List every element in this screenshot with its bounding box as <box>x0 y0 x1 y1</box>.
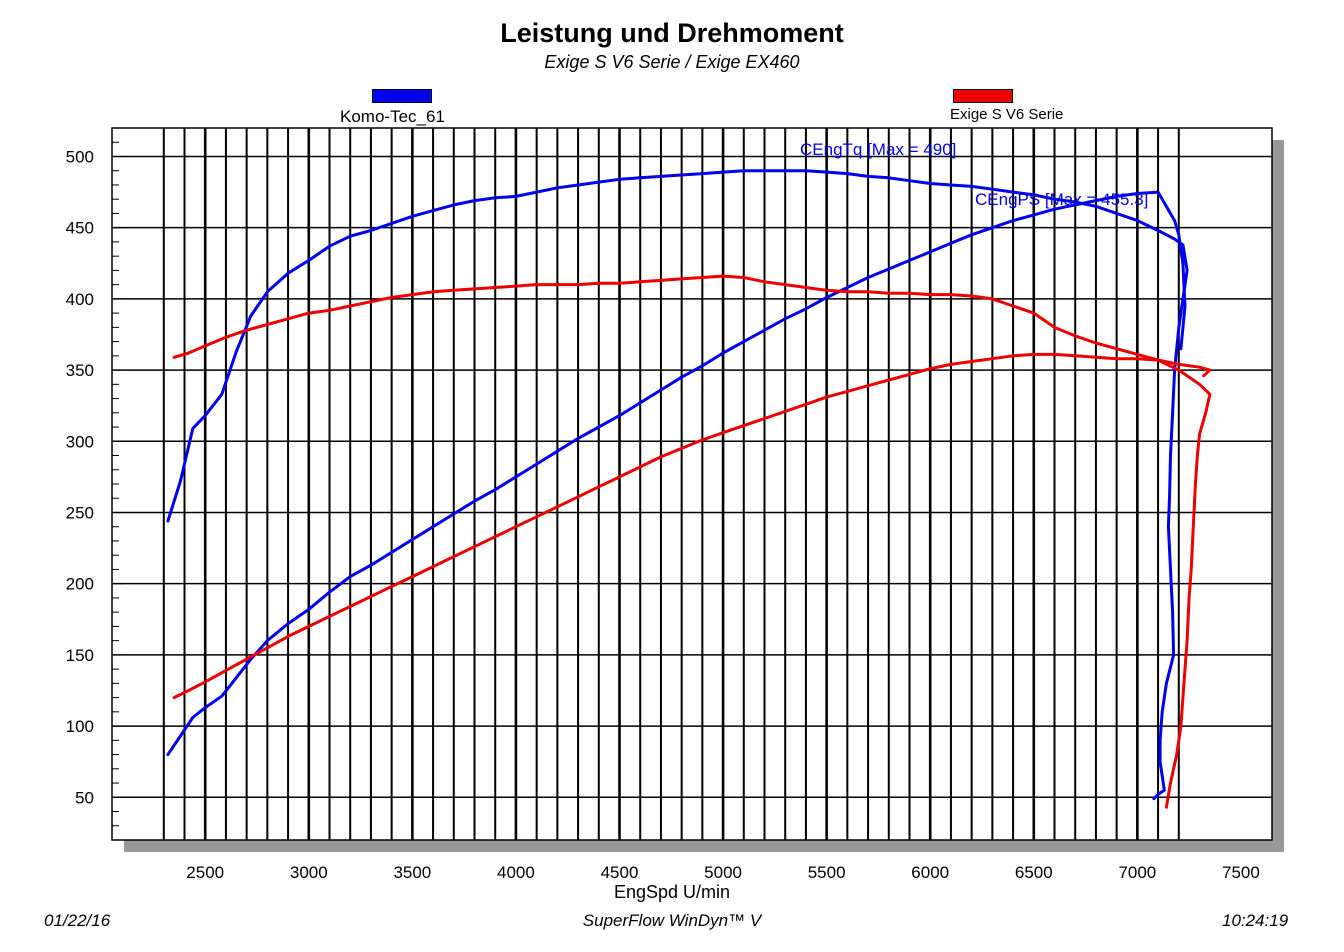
series-line-cengps <box>172 352 1212 700</box>
x-axis-tick-label: 5000 <box>704 863 742 882</box>
footer-date: 01/22/16 <box>44 911 111 930</box>
annotation-torque: CEngTq [Max = 490] <box>800 140 956 159</box>
chart-subtitle: Exige S V6 Serie / Exige EX460 <box>544 52 800 72</box>
y-axis-tick-label: 400 <box>66 290 94 309</box>
y-axis-tick-label: 300 <box>66 432 94 451</box>
footer-software: SuperFlow WinDyn™ V <box>582 911 762 930</box>
x-axis-tick-label: 6500 <box>1015 863 1053 882</box>
legend-swatch-exige <box>953 89 1013 103</box>
y-axis-tick-label: 450 <box>66 219 94 238</box>
y-axis-tick-label: 500 <box>66 147 94 166</box>
x-axis-tick-label: 4500 <box>601 863 639 882</box>
annotation-power: CEngPS [Max = 455.3] <box>975 190 1148 209</box>
legend-label-komo: Komo-Tec_61 <box>340 107 445 126</box>
legend-label-exige: Exige S V6 Serie <box>950 106 1064 123</box>
x-axis-tick-label: 2500 <box>186 863 224 882</box>
y-axis-tick-label: 150 <box>66 646 94 665</box>
y-axis-tick-label: 350 <box>66 361 94 380</box>
series-line-cengps <box>166 190 1187 757</box>
x-axis-tick-label: 5500 <box>808 863 846 882</box>
chart-title: Leistung und Drehmoment <box>500 18 844 48</box>
series-line-cengtq <box>172 274 1212 809</box>
x-axis-tick-label: 7500 <box>1222 863 1260 882</box>
y-axis-tick-label: 100 <box>66 717 94 736</box>
x-axis-tick-label: 4000 <box>497 863 535 882</box>
legend-swatch-komo <box>372 89 432 103</box>
y-axis-tick-label: 250 <box>66 503 94 522</box>
x-axis-title: EngSpd U/min <box>613 882 731 902</box>
x-axis-tick-label: 6000 <box>911 863 949 882</box>
footer-time: 10:24:19 <box>1222 911 1289 930</box>
x-axis-tick-label: 3000 <box>290 863 328 882</box>
series-line-cengtq <box>166 169 1189 801</box>
y-axis-tick-label: 50 <box>75 788 94 807</box>
plot-area <box>111 127 1273 841</box>
x-axis-tick-label: 3500 <box>393 863 431 882</box>
y-axis-tick-label: 200 <box>66 575 94 594</box>
x-axis-tick-label: 7000 <box>1118 863 1156 882</box>
